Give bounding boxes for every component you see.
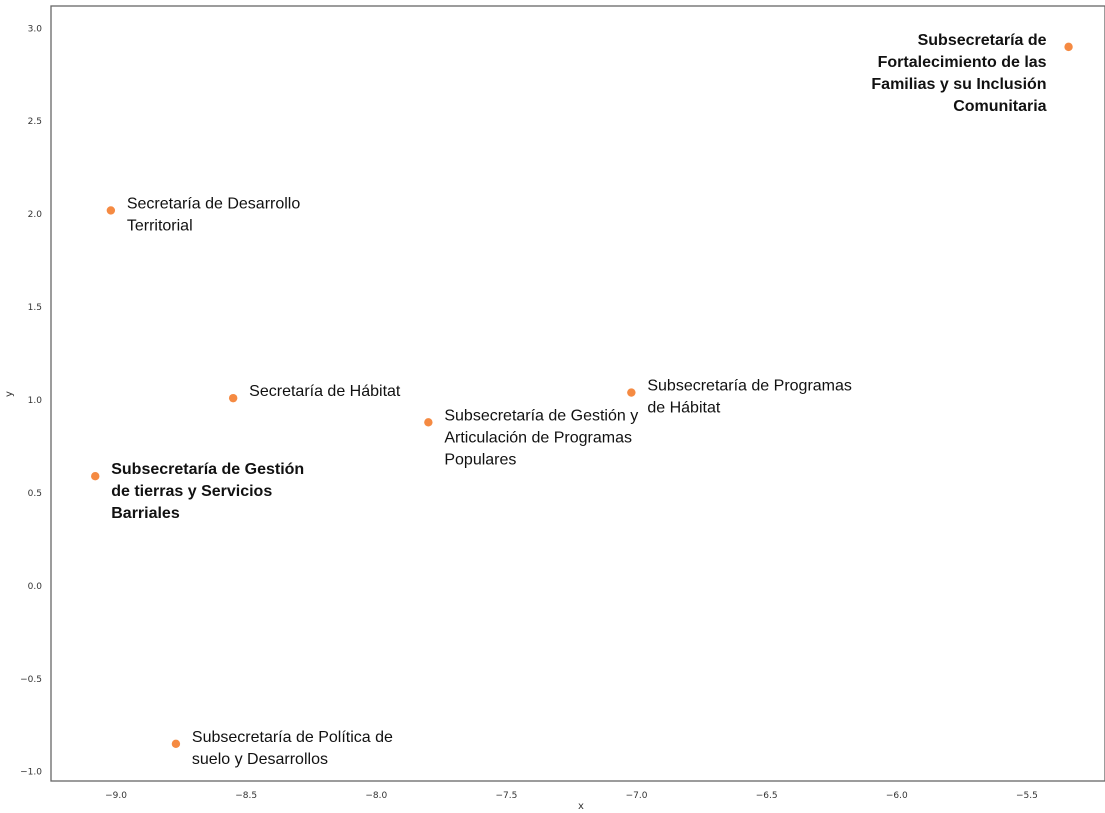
data-point — [424, 418, 433, 427]
point-label-line: Barriales — [111, 505, 180, 522]
x-tick-label: −7.5 — [496, 791, 518, 801]
point-label-line: Subsecretaría de Política de — [192, 729, 393, 746]
point-label-line: Subsecretaría de Gestión — [111, 461, 304, 478]
x-axis: −9.0 −8.5 −8.0 −7.5 −7.0 −6.5 −6.0 −5.5 — [105, 791, 1038, 801]
data-point — [627, 388, 636, 397]
y-tick-label: 2.5 — [28, 117, 42, 127]
point-labels: Subsecretaría de Fortalecimiento de las Fa… — [111, 32, 1046, 768]
data-point — [1064, 42, 1073, 52]
y-tick-label: 1.0 — [28, 396, 43, 406]
point-label-line: de tierras y Servicios — [111, 483, 272, 500]
y-axis: 3.0 2.5 2.0 1.5 1.0 0.5 0.0 −0.5 −1.0 — [20, 24, 42, 777]
y-tick-label: 1.5 — [28, 303, 42, 313]
y-tick-label: 2.0 — [28, 210, 43, 220]
point-label-line: Subsecretaría de Programas — [647, 378, 852, 395]
data-points — [91, 42, 1073, 749]
data-point — [171, 739, 181, 749]
x-tick-label: −7.0 — [626, 791, 648, 801]
x-tick-label: −6.0 — [886, 791, 908, 801]
x-axis-label: x — [578, 801, 584, 812]
point-label-line: Subsecretaría de — [918, 32, 1047, 49]
y-axis-label: y — [4, 391, 15, 397]
point-label-line: Populares — [444, 451, 516, 468]
y-tick-label: 0.0 — [28, 582, 43, 592]
x-tick-label: −9.0 — [105, 791, 127, 801]
y-tick-label: −0.5 — [20, 675, 42, 685]
y-tick-label: 0.5 — [28, 489, 42, 499]
point-label-line: Articulación de Programas — [444, 429, 632, 446]
x-tick-label: −6.5 — [756, 791, 778, 801]
data-point — [228, 393, 238, 403]
plot-area-frame — [50, 5, 1105, 782]
point-label-line: Territorial — [127, 217, 193, 234]
x-tick-label: −8.5 — [235, 791, 257, 801]
point-label-line: Secretaría de Hábitat — [249, 383, 401, 400]
y-tick-label: −1.0 — [20, 768, 42, 778]
y-tick-label: 3.0 — [28, 24, 43, 34]
data-point — [106, 206, 116, 215]
point-label-line: de Hábitat — [647, 400, 720, 417]
x-tick-label: −5.5 — [1016, 791, 1038, 801]
point-label-line: suelo y Desarrollos — [192, 751, 328, 768]
point-label-line: Secretaría de Desarrollo — [127, 195, 301, 212]
data-point — [91, 472, 100, 481]
x-tick-label: −8.0 — [365, 791, 387, 801]
point-label-line: Subsecretaría de Gestión y — [444, 407, 638, 424]
point-label-line: Familias y su Inclusión — [871, 76, 1046, 93]
point-label-line: Fortalecimiento de las — [878, 54, 1047, 71]
point-label-line: Comunitaria — [953, 98, 1046, 115]
